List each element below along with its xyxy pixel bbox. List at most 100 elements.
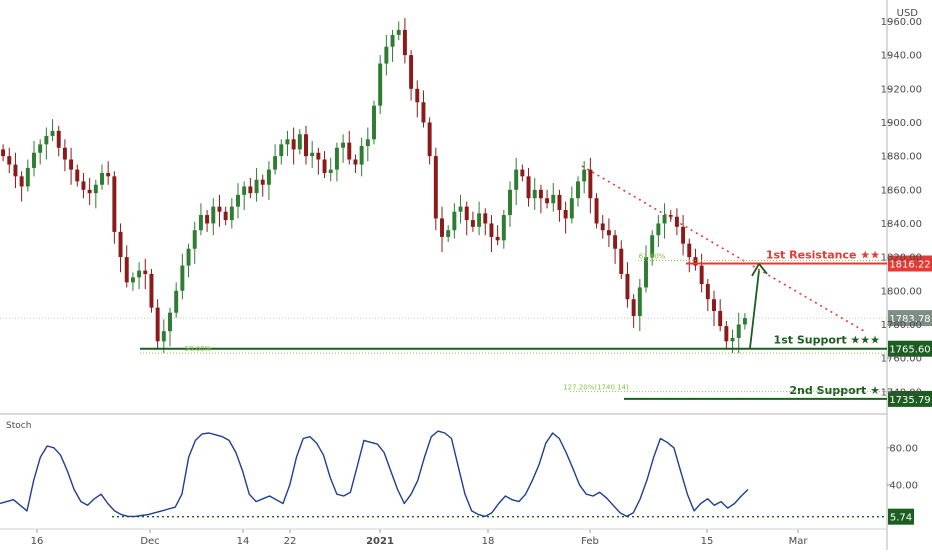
candle-body (582, 169, 587, 182)
candle-body (699, 265, 704, 285)
candle-body (322, 159, 327, 173)
candle-body (100, 172, 104, 185)
price-tick-label: 1780.00 (881, 320, 922, 331)
candle-body (526, 176, 531, 199)
price-tick-label: 1740.00 (881, 387, 922, 398)
date-tick-label: 15 (701, 536, 714, 547)
candle-body (7, 156, 12, 165)
candle-body (495, 236, 500, 241)
candle-body (736, 324, 741, 338)
candle-body (520, 169, 525, 177)
candle-body (600, 223, 605, 231)
price-tick-label: 1800.00 (881, 286, 922, 297)
date-tick-label: 22 (284, 536, 297, 547)
candle-body (359, 146, 364, 165)
candle-body (477, 213, 482, 227)
price-tick-label: 1840.00 (881, 219, 922, 230)
candle-body (501, 215, 506, 241)
current-price-tag (888, 310, 932, 327)
candle-body (334, 147, 339, 170)
candle-body (538, 189, 543, 199)
date-tick-label: 14 (237, 536, 250, 547)
candle-body (69, 159, 74, 170)
candle-body (668, 215, 673, 217)
candle-body (446, 230, 451, 237)
candle-body (248, 186, 253, 194)
level-label: 1st Support ★★★ (774, 334, 881, 347)
candle-body (260, 179, 265, 185)
candle-body (662, 215, 667, 224)
level-price-tag (888, 340, 932, 357)
level-price-tag-text: 1765.60 (889, 345, 930, 356)
date-tick-label: 2021 (366, 536, 394, 547)
candle-body (273, 156, 278, 170)
candle-body (396, 29, 401, 35)
candle-body (421, 102, 426, 123)
candle-body (557, 194, 562, 210)
date-tick-label: Mar (789, 536, 809, 547)
candle-body (223, 211, 228, 221)
candle-body (19, 176, 24, 187)
projection-arrow-shaft (749, 270, 760, 349)
candle-body (291, 139, 296, 150)
candle-body (242, 186, 247, 195)
candle-body (637, 287, 642, 317)
candle-body (155, 307, 160, 342)
candle-body (229, 206, 234, 221)
candle-body (93, 184, 98, 194)
candle-body (489, 223, 494, 237)
price-tick-label: 1960.00 (881, 17, 922, 28)
candle-body (631, 299, 636, 317)
candle-body (38, 144, 43, 153)
candle-body (483, 213, 488, 224)
fib-level-label: 50.00% (185, 345, 212, 353)
price-tick-label: 1860.00 (881, 185, 922, 196)
date-axis: 16 Dec 14 22 2021 18 Feb 15 Mar (0, 528, 887, 547)
candle-body (681, 226, 686, 244)
fib-level-label: 127.20%(1740.14) (563, 384, 629, 392)
candle-body (180, 265, 185, 291)
level-price-tag (888, 390, 932, 407)
candle-body (619, 248, 624, 274)
candle-body (130, 277, 135, 283)
level-price-tag-text: 1735.79 (889, 395, 930, 406)
candle-body (365, 139, 370, 147)
candle-body (285, 139, 290, 145)
price-tick-label: 1900.00 (881, 118, 922, 129)
arrow-layer (749, 263, 768, 349)
candle-body (384, 46, 389, 64)
candle-body (186, 248, 191, 266)
candle-body (50, 130, 55, 136)
candle-body (32, 152, 36, 168)
stoch-tick-label: 80.00 (889, 443, 918, 454)
candle-body (693, 257, 698, 266)
candle-body (656, 223, 661, 236)
candle-body (594, 198, 599, 224)
candle-body (106, 172, 111, 177)
candle-body (44, 135, 49, 145)
stoch-label: Stoch (6, 421, 31, 431)
candle-body (650, 235, 655, 258)
candle-body (514, 169, 519, 190)
current-price-tag-text: 1783.78 (889, 314, 930, 325)
fib-level-label: 61.80% (639, 253, 666, 261)
candle-body (470, 220, 475, 227)
candle-body (452, 211, 457, 231)
candle-body (409, 55, 414, 89)
candle-body (532, 189, 537, 199)
candle-body (266, 169, 271, 185)
candle-body (174, 290, 179, 313)
candle-body (124, 257, 129, 283)
stoch-tick-label: 40.00 (889, 480, 918, 491)
candle-body (433, 156, 438, 219)
candle-body (316, 152, 321, 160)
candle-body (310, 152, 315, 157)
stoch-level-tag-text: 5.74 (890, 513, 912, 524)
price-tick-label: 1940.00 (881, 51, 922, 62)
candle-body (56, 130, 61, 148)
candle-body (372, 105, 376, 140)
candle-body (378, 63, 383, 106)
date-tick-label: 18 (482, 536, 495, 547)
